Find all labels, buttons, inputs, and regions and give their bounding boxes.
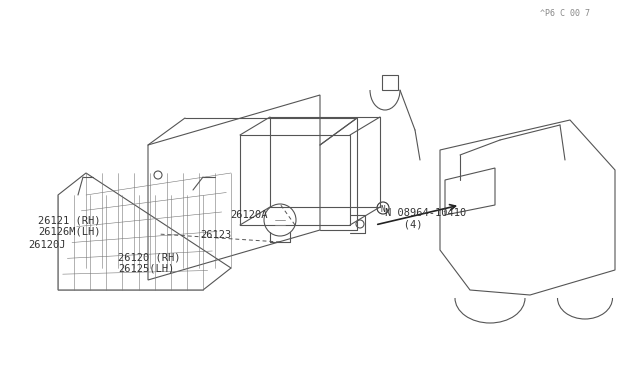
Text: N: N bbox=[381, 205, 385, 214]
Text: 26121 (RH)
26126M(LH): 26121 (RH) 26126M(LH) bbox=[38, 215, 100, 237]
Text: N 08964-10410
   (4): N 08964-10410 (4) bbox=[385, 208, 467, 230]
Text: 26120A: 26120A bbox=[230, 210, 268, 220]
Text: ^P6 C 00 7: ^P6 C 00 7 bbox=[540, 9, 590, 18]
Text: 26120 (RH)
26125(LH): 26120 (RH) 26125(LH) bbox=[118, 252, 180, 273]
Text: 26120J: 26120J bbox=[28, 240, 65, 250]
Text: 26123: 26123 bbox=[200, 230, 231, 240]
